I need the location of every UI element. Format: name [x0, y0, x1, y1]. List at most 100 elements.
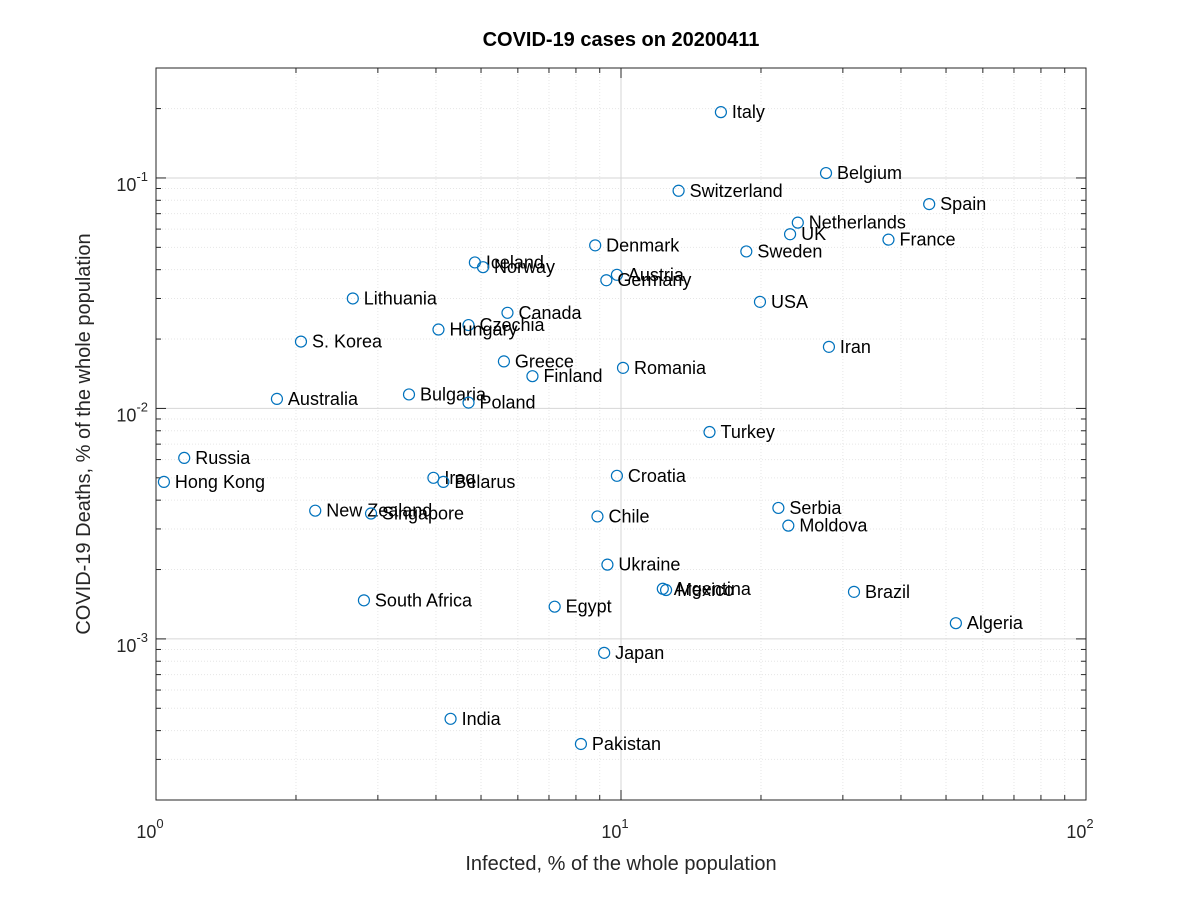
data-point-label: New Zealand — [326, 501, 432, 521]
data-point — [432, 323, 445, 336]
data-point — [178, 451, 191, 465]
data-points: ItalyBelgiumSpainSwitzerlandNetherlandsU… — [157, 102, 1024, 754]
data-point-label: Japan — [615, 643, 664, 663]
data-point-label: Egypt — [566, 597, 612, 617]
data-point — [949, 617, 962, 630]
data-point — [598, 646, 611, 659]
data-point-label: Argentina — [674, 579, 752, 599]
data-point-label: South Africa — [375, 590, 473, 610]
data-point — [782, 519, 795, 532]
data-point-label: Netherlands — [809, 213, 906, 233]
x-axis-label: Infected, % of the whole population — [465, 853, 776, 875]
data-point — [501, 306, 514, 319]
y-tick-label: 10-1 — [116, 169, 148, 195]
data-point — [659, 583, 673, 597]
y-tick-label: 10-2 — [116, 399, 148, 425]
data-point — [714, 106, 728, 119]
data-point-label: Singapore — [382, 504, 464, 524]
data-point-label: Iran — [840, 337, 871, 357]
data-point — [157, 475, 171, 488]
data-point-label: Hong Kong — [175, 472, 265, 492]
data-point — [591, 510, 604, 523]
data-point — [364, 507, 378, 520]
data-point — [740, 245, 753, 258]
data-point-label: Algeria — [967, 613, 1024, 633]
data-point-label: Russia — [195, 448, 251, 468]
data-point-label: Switzerland — [690, 181, 783, 201]
data-point-label: Moldova — [799, 516, 868, 536]
data-point — [497, 355, 511, 368]
data-point — [753, 295, 767, 308]
grid — [156, 68, 1086, 800]
data-point-label: Austria — [628, 265, 685, 285]
data-point-label: Finland — [543, 366, 602, 386]
data-point — [822, 340, 836, 353]
data-point-label: Turkey — [721, 422, 775, 442]
data-point-label: Lithuania — [364, 288, 438, 308]
axis-ticks: 100 101 102 10-3 10-2 10-1 — [116, 68, 1094, 842]
data-point — [610, 469, 624, 482]
data-point — [437, 475, 450, 488]
data-point — [783, 228, 797, 241]
y-tick-label: 10-3 — [116, 630, 148, 656]
data-point — [309, 504, 322, 517]
data-point-label: Germany — [617, 270, 691, 290]
x-tick-label: 102 — [1066, 816, 1093, 842]
data-point — [294, 335, 308, 348]
data-point-label: Belgium — [837, 163, 902, 183]
data-point — [402, 388, 416, 401]
data-point — [672, 184, 685, 197]
data-point — [270, 392, 284, 405]
data-point — [600, 274, 613, 287]
data-point — [548, 600, 561, 613]
data-point — [791, 216, 804, 229]
data-point-label: Spain — [940, 194, 986, 214]
data-point — [462, 318, 475, 332]
data-point-label: Italy — [732, 102, 765, 122]
data-point — [882, 233, 895, 246]
data-point-label: Croatia — [628, 466, 687, 486]
data-point — [574, 737, 588, 751]
data-point-label: Hungary — [449, 320, 517, 340]
data-point-label: Romania — [634, 358, 707, 378]
data-point — [357, 594, 371, 607]
data-point — [772, 501, 785, 515]
data-point — [923, 198, 936, 211]
data-point — [819, 166, 833, 180]
data-point-label: Poland — [480, 393, 536, 413]
data-point — [444, 712, 457, 725]
data-point-label: Denmark — [606, 235, 680, 255]
data-point — [616, 361, 630, 374]
data-point-label: USA — [771, 292, 808, 312]
data-point — [610, 268, 624, 281]
data-point-label: Iceland — [486, 252, 544, 272]
data-point-label: UK — [801, 224, 826, 244]
data-point — [601, 558, 614, 571]
data-point — [476, 261, 490, 274]
data-point-label: Canada — [518, 303, 582, 323]
data-point-label: Brazil — [865, 582, 910, 602]
data-point-label: Australia — [288, 389, 359, 409]
data-point — [468, 256, 481, 269]
data-point — [346, 292, 359, 305]
data-point-label: India — [462, 709, 502, 729]
data-point — [462, 396, 475, 409]
y-axis-label: COVID-19 Deaths, % of the whole populati… — [73, 233, 95, 634]
data-point-label: Pakistan — [592, 734, 661, 754]
data-point-label: Chile — [608, 506, 649, 526]
data-point-label: Norway — [494, 257, 555, 277]
data-point-label: Sweden — [757, 241, 822, 261]
data-point-label: Serbia — [789, 498, 842, 518]
data-point-label: S. Korea — [312, 332, 383, 352]
data-point-label: Belarus — [454, 472, 515, 492]
data-point — [589, 239, 602, 252]
chart-title: COVID-19 cases on 20200411 — [483, 29, 760, 51]
data-point-label: Czechia — [480, 315, 546, 335]
data-point — [526, 370, 539, 383]
data-point-label: Ukraine — [618, 555, 680, 575]
data-point — [847, 585, 861, 598]
data-point-label: Iraq — [444, 468, 475, 488]
data-point-label: Greece — [515, 351, 574, 371]
x-tick-label: 100 — [136, 816, 163, 842]
